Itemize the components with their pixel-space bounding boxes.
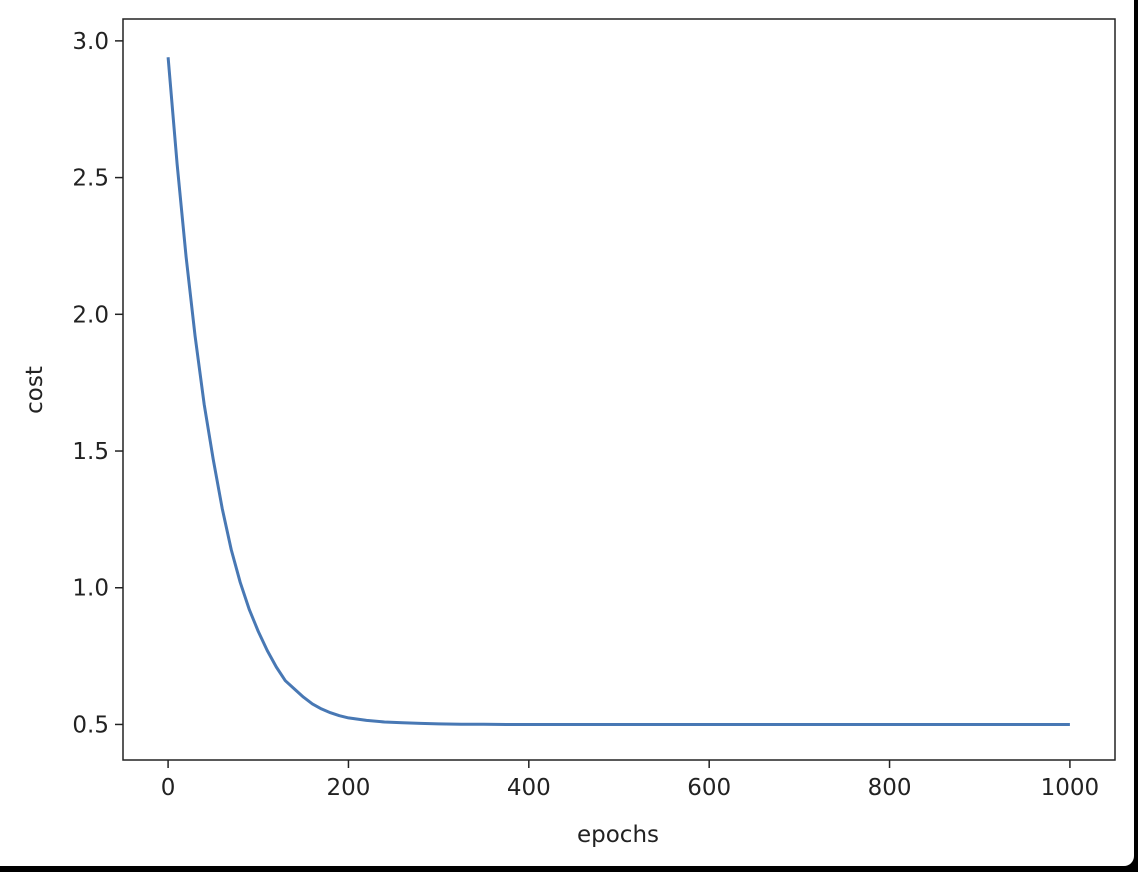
series-line xyxy=(166,57,1070,726)
y-tick-label: 1.5 xyxy=(72,439,109,465)
plot-area xyxy=(123,19,1115,760)
y-axis-ticks: 0.5 1.0 1.5 2.0 2.5 3.0 xyxy=(72,29,123,738)
y-tick-label: 2.0 xyxy=(72,302,109,328)
plot-frame xyxy=(122,18,1116,761)
x-axis-label: epochs xyxy=(577,822,659,848)
x-tick-label: 0 xyxy=(161,775,176,801)
x-tick-label: 600 xyxy=(687,775,731,801)
x-tick-label: 400 xyxy=(507,775,551,801)
y-tick-label: 0.5 xyxy=(72,712,109,738)
x-axis-ticks: 0 200 400 600 800 1000 xyxy=(161,760,1099,801)
y-tick-label: 2.5 xyxy=(72,166,109,192)
y-axis-label: cost xyxy=(22,366,48,414)
x-tick-label: 800 xyxy=(868,775,912,801)
y-tick-label: 3.0 xyxy=(72,29,109,55)
x-tick-label: 200 xyxy=(327,775,371,801)
x-tick-label: 1000 xyxy=(1041,775,1100,801)
y-tick-label: 1.0 xyxy=(72,576,109,602)
